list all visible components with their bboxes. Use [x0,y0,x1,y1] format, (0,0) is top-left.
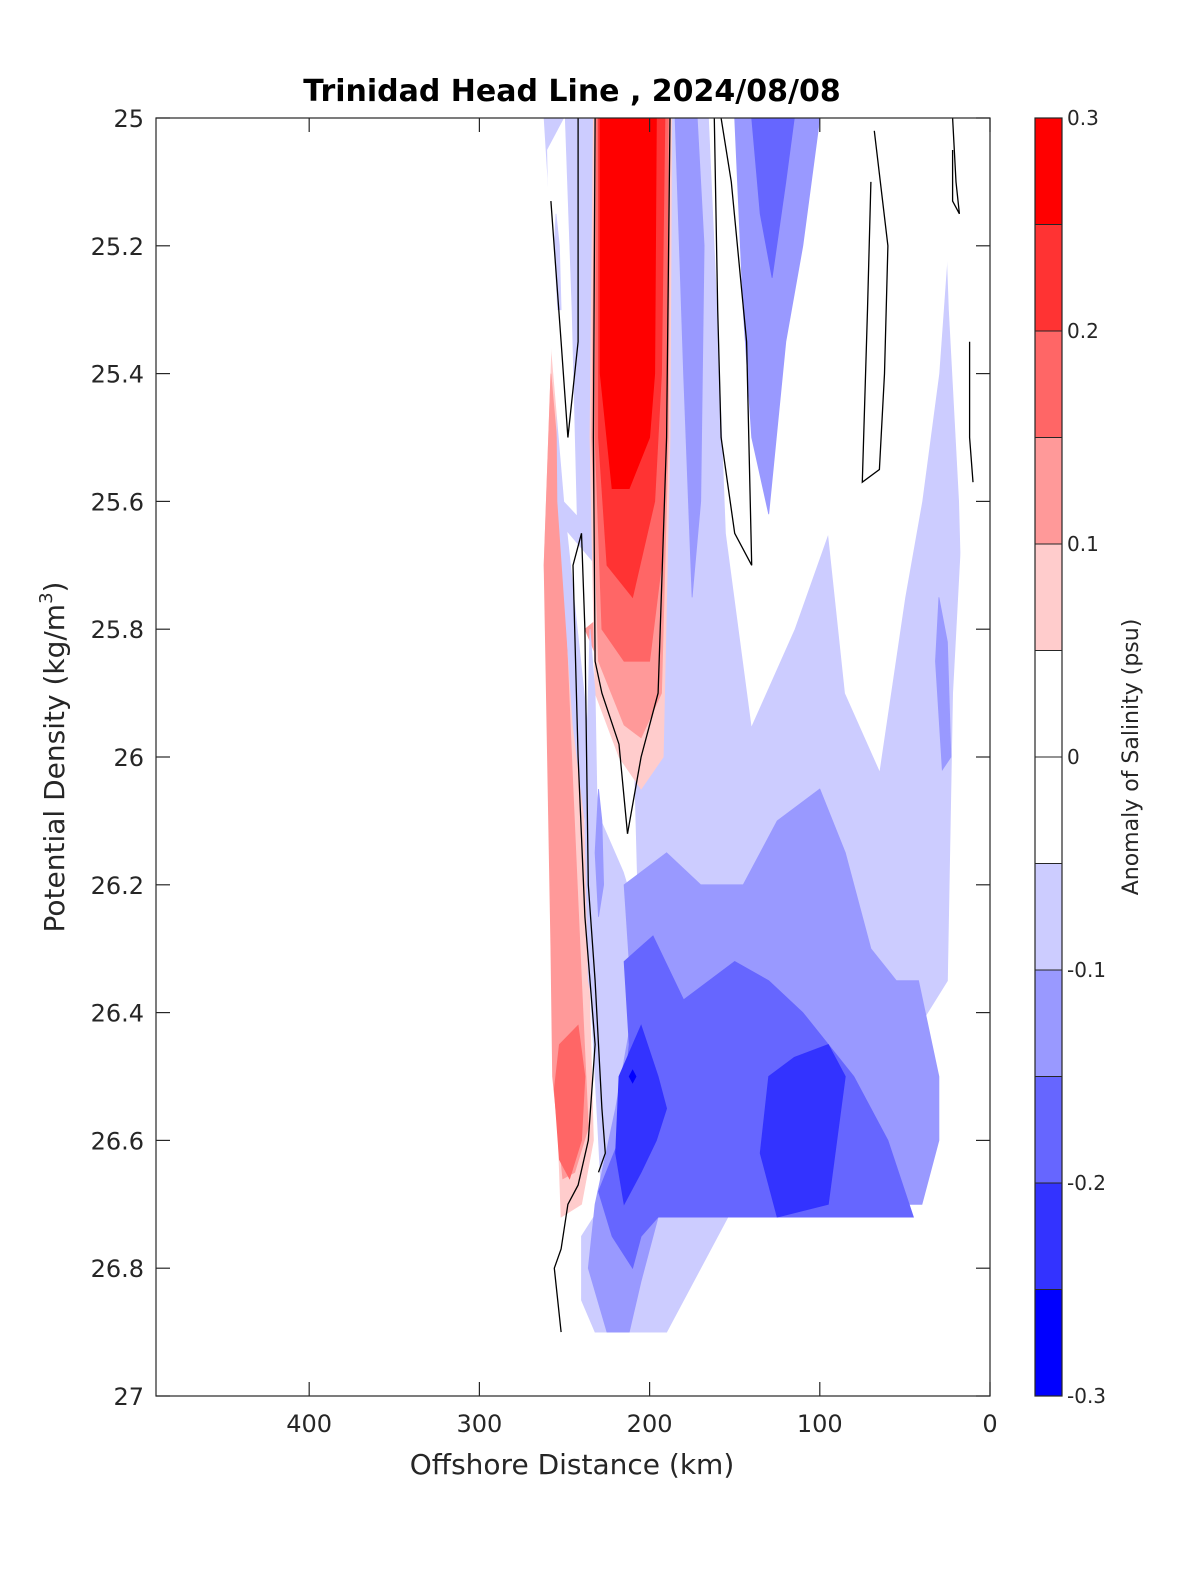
contour-line-zero-contour-left [550,118,579,438]
contour-region-blue-0.15 [598,935,914,1270]
colorbar-swatch [1034,117,1063,225]
contour-fill-layer [543,118,970,1333]
colorbar-tick-label: 0 [1067,745,1080,769]
y-tick-label: 26.4 [91,1000,144,1028]
colorbar-swatch [1034,1076,1063,1184]
y-tick-label: 26.6 [91,1127,144,1155]
chart-title: Trinidad Head Line , 2024/08/08 [303,74,840,109]
x-tick-label: 400 [286,1410,332,1438]
y-tick-label: 25.8 [91,616,144,644]
contour-region-blue-inner-strip2 [594,788,605,917]
contour-region-red-0.15 [553,1024,586,1180]
y-tick-label: 26 [113,744,144,772]
y-axis-label: Potential Density (kg/m3) [36,582,71,933]
y-tick-label: 25.6 [91,488,144,516]
colorbar-tick-label: 0.1 [1067,532,1099,556]
x-tick-label: 0 [982,1410,997,1438]
y-tick-label: 27 [113,1383,144,1411]
x-tick-label: 200 [627,1410,673,1438]
contour-region-blue-0.15-upper [751,118,795,278]
colorbar-swatch [1034,1182,1063,1290]
colorbar: 0.3 0.2 0.1 0 -0.1 -0.2 -0.3 [1034,106,1106,1408]
colorbar-swatch [1034,969,1063,1077]
y-axis: 25 25.2 25.4 25.6 25.8 26 26.2 26.4 26.6 26.8 27 [91,105,990,1411]
x-tick-label: 300 [456,1410,502,1438]
colorbar-swatch [1034,863,1063,971]
contour-region-red-0.25-core [599,118,657,490]
contour-line-zero-contour-mid [713,118,753,566]
y-tick-label: 25.2 [91,233,144,261]
y-tick-label: 25.4 [91,361,144,389]
contour-line-zero-contour-core-left [592,118,629,834]
contour-line-zero-contour-right3 [968,341,974,483]
colorbar-tick-label: -0.2 [1067,1171,1106,1195]
y-tick-label: 25 [113,105,144,133]
contour-region-blue-0.2-left [615,1024,668,1206]
contour-region-blue-0.1-right [935,597,952,772]
contour-region-blue-0.1-strip [674,118,705,598]
contour-region-white-upper-tongue [547,118,577,516]
colorbar-label: Anomaly of Salinity (psu) [1119,619,1144,896]
contour-line-zero-contour-front [553,533,606,1333]
contour-line-zero-contour-core-right [626,118,671,834]
colorbar-swatch [1034,224,1063,332]
y-tick-label: 26.8 [91,1255,144,1283]
colorbar-swatch [1034,330,1063,438]
x-tick-label: 100 [797,1410,843,1438]
y-axis-label-main: Potential Density (kg/m [38,604,71,933]
colorbar-tick-label: 0.2 [1067,319,1099,343]
colorbar-swatch [1034,1289,1063,1397]
y-tick-label: 26.2 [91,872,144,900]
colorbar-tick-label: -0.1 [1067,958,1106,982]
colorbar-tick-label: -0.3 [1067,1384,1106,1408]
colorbar-swatch [1034,437,1063,545]
x-axis-label: Offshore Distance (km) [410,1448,735,1481]
contour-region-blue-0.25-spot [628,1069,637,1084]
contour-line-layer [550,118,974,1333]
contour-region-white-right-edge [941,118,970,758]
x-axis: 400 300 200 100 0 [286,118,998,1438]
contour-region-blue-inner-strip [584,629,599,1013]
contour-line-zero-contour-right1 [861,130,889,484]
colorbar-swatch [1034,543,1063,651]
y-axis-label-superscript: 3 [36,592,57,603]
colorbar-tick-label: 0.3 [1067,106,1099,130]
contour-region-blue-0.2-right [759,1044,846,1218]
contour-region-blue-0.1-upper [734,118,821,515]
contour-line-zero-contour-right2 [951,118,961,215]
y-axis-label-close: ) [38,582,71,593]
